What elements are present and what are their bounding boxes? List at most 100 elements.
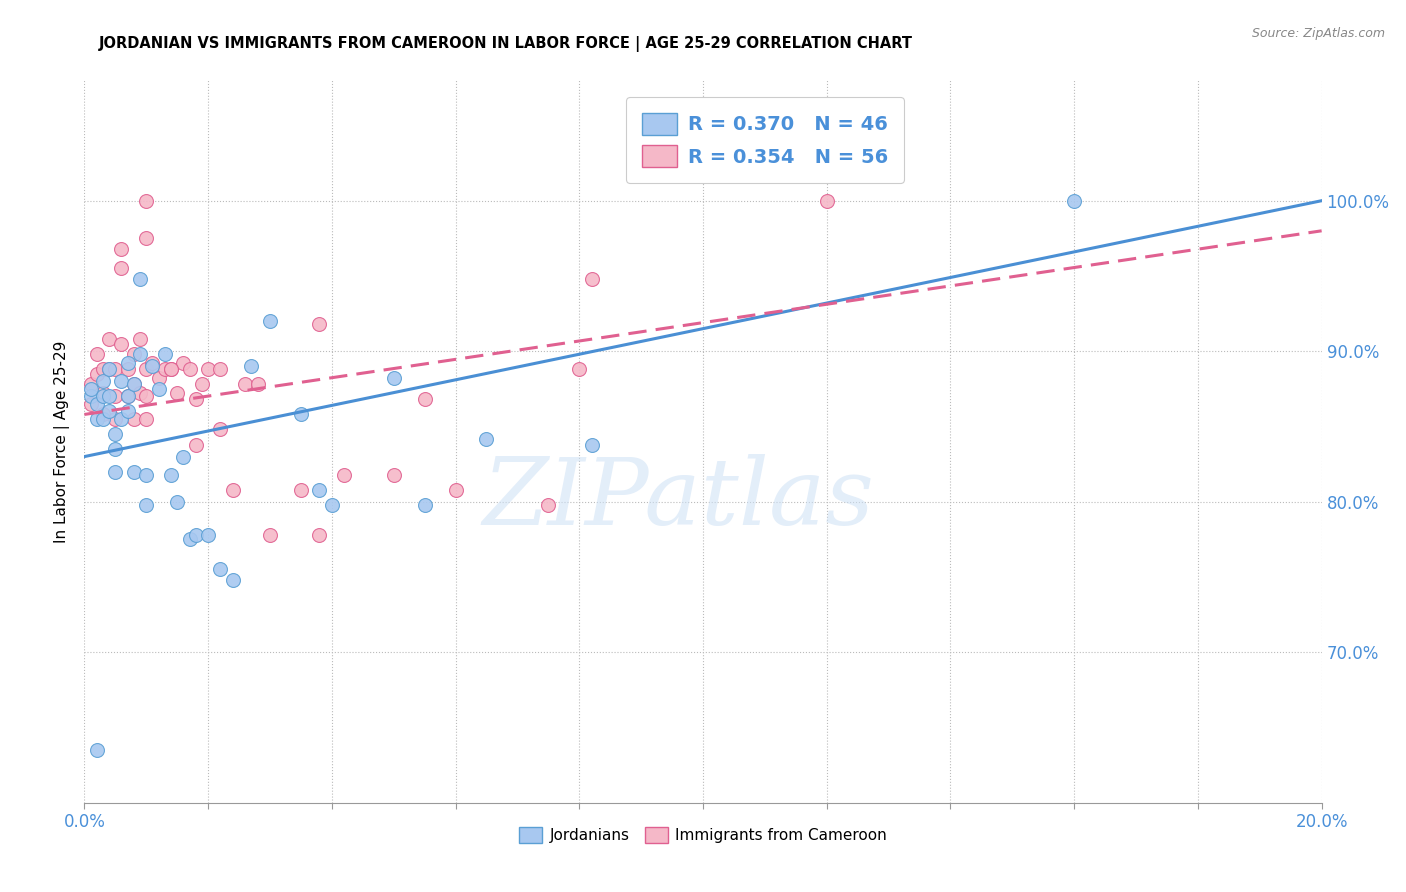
Point [475, 432, 498, 446]
Point [382, 371, 405, 385]
Point [413, 392, 436, 407]
Point [172, 450, 194, 464]
Point [117, 362, 139, 376]
Point [308, 528, 330, 542]
Text: Source: ZipAtlas.com: Source: ZipAtlas.com [1251, 27, 1385, 40]
Point [104, 412, 127, 426]
Point [160, 467, 183, 482]
Point [209, 562, 232, 576]
Point [122, 412, 145, 426]
Point [110, 242, 132, 256]
Point [197, 528, 219, 542]
Point [98, 332, 121, 346]
Point [135, 362, 157, 376]
Point [166, 494, 188, 508]
Point [160, 362, 183, 376]
Point [259, 314, 281, 328]
Point [290, 483, 312, 497]
Point [86, 347, 108, 361]
Point [246, 377, 269, 392]
Point [91, 412, 114, 426]
Point [184, 437, 207, 451]
Point [122, 347, 145, 361]
Point [184, 528, 207, 542]
Point [184, 392, 207, 407]
Point [104, 465, 127, 479]
Point [110, 374, 132, 388]
Point [382, 467, 405, 482]
Point [135, 412, 157, 426]
Point [240, 359, 263, 374]
Point [104, 389, 127, 403]
Point [117, 404, 139, 418]
Point [153, 362, 176, 376]
Point [148, 382, 170, 396]
Y-axis label: In Labor Force | Age 25-29: In Labor Force | Age 25-29 [55, 341, 70, 542]
Point [233, 377, 256, 392]
Point [91, 374, 114, 388]
Text: JORDANIAN VS IMMIGRANTS FROM CAMEROON IN LABOR FORCE | AGE 25-29 CORRELATION CHA: JORDANIAN VS IMMIGRANTS FROM CAMEROON IN… [98, 36, 912, 52]
Point [98, 389, 121, 403]
Point [179, 362, 201, 376]
Point [308, 483, 330, 497]
Point [191, 377, 214, 392]
Point [179, 533, 201, 547]
Point [104, 362, 127, 376]
Point [110, 412, 132, 426]
Point [197, 362, 219, 376]
Point [308, 317, 330, 331]
Point [333, 467, 356, 482]
Point [122, 377, 145, 392]
Point [581, 437, 603, 451]
Point [122, 465, 145, 479]
Point [110, 336, 132, 351]
Point [98, 362, 121, 376]
Point [141, 359, 163, 374]
Point [135, 194, 157, 208]
Point [122, 377, 145, 392]
Point [98, 362, 121, 376]
Point [222, 483, 245, 497]
Point [135, 498, 157, 512]
Point [148, 371, 170, 385]
Point [1063, 194, 1085, 208]
Point [129, 347, 152, 361]
Point [79, 389, 101, 403]
Point [86, 743, 108, 757]
Point [86, 397, 108, 411]
Point [444, 483, 467, 497]
Point [91, 408, 114, 422]
Legend: Jordanians, Immigrants from Cameroon: Jordanians, Immigrants from Cameroon [513, 822, 893, 849]
Point [104, 442, 127, 456]
Point [129, 272, 152, 286]
Point [209, 362, 232, 376]
Point [166, 386, 188, 401]
Point [117, 356, 139, 370]
Point [568, 362, 591, 376]
Point [135, 231, 157, 245]
Point [537, 498, 560, 512]
Point [79, 397, 101, 411]
Point [141, 356, 163, 370]
Point [117, 389, 139, 403]
Point [222, 573, 245, 587]
Point [160, 362, 183, 376]
Point [91, 389, 114, 403]
Point [581, 272, 603, 286]
Point [135, 389, 157, 403]
Point [172, 356, 194, 370]
Point [91, 386, 114, 401]
Point [98, 404, 121, 418]
Point [79, 377, 101, 392]
Point [86, 412, 108, 426]
Point [129, 386, 152, 401]
Point [259, 528, 281, 542]
Point [290, 408, 312, 422]
Point [129, 332, 152, 346]
Point [110, 261, 132, 276]
Point [815, 194, 838, 208]
Point [104, 427, 127, 442]
Text: ZIPatlas: ZIPatlas [482, 454, 875, 544]
Point [135, 467, 157, 482]
Point [209, 423, 232, 437]
